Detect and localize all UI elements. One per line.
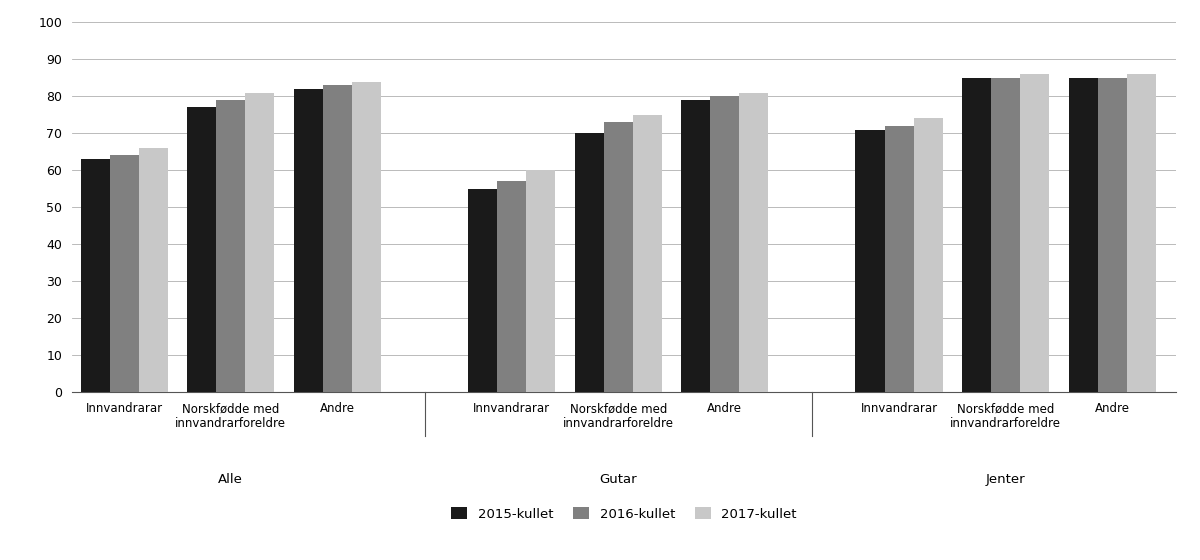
Bar (468, 189, 497, 392)
Bar (575, 133, 604, 392)
Bar (526, 170, 556, 392)
Bar (1127, 74, 1156, 392)
Bar (604, 122, 632, 392)
Bar (139, 148, 168, 392)
Bar (1068, 78, 1098, 392)
Text: Gutar: Gutar (599, 473, 637, 486)
Text: Alle: Alle (218, 473, 244, 486)
Bar (187, 108, 216, 392)
Bar (682, 100, 710, 392)
Bar (1020, 74, 1049, 392)
Text: Jenter: Jenter (985, 473, 1025, 486)
Bar (856, 129, 884, 392)
Bar (294, 89, 323, 392)
Bar (216, 100, 245, 392)
Bar (245, 92, 275, 392)
Bar (109, 156, 139, 392)
Bar (913, 119, 943, 392)
Bar (632, 115, 661, 392)
Bar (884, 126, 913, 392)
Bar (497, 181, 526, 392)
Bar (739, 92, 768, 392)
Bar (323, 85, 352, 392)
Bar (962, 78, 991, 392)
Bar (1098, 78, 1127, 392)
Bar (991, 78, 1020, 392)
Legend: 2015-kullet, 2016-kullet, 2017-kullet: 2015-kullet, 2016-kullet, 2017-kullet (446, 502, 802, 526)
Bar (80, 159, 109, 392)
Bar (710, 96, 739, 392)
Bar (352, 82, 380, 392)
